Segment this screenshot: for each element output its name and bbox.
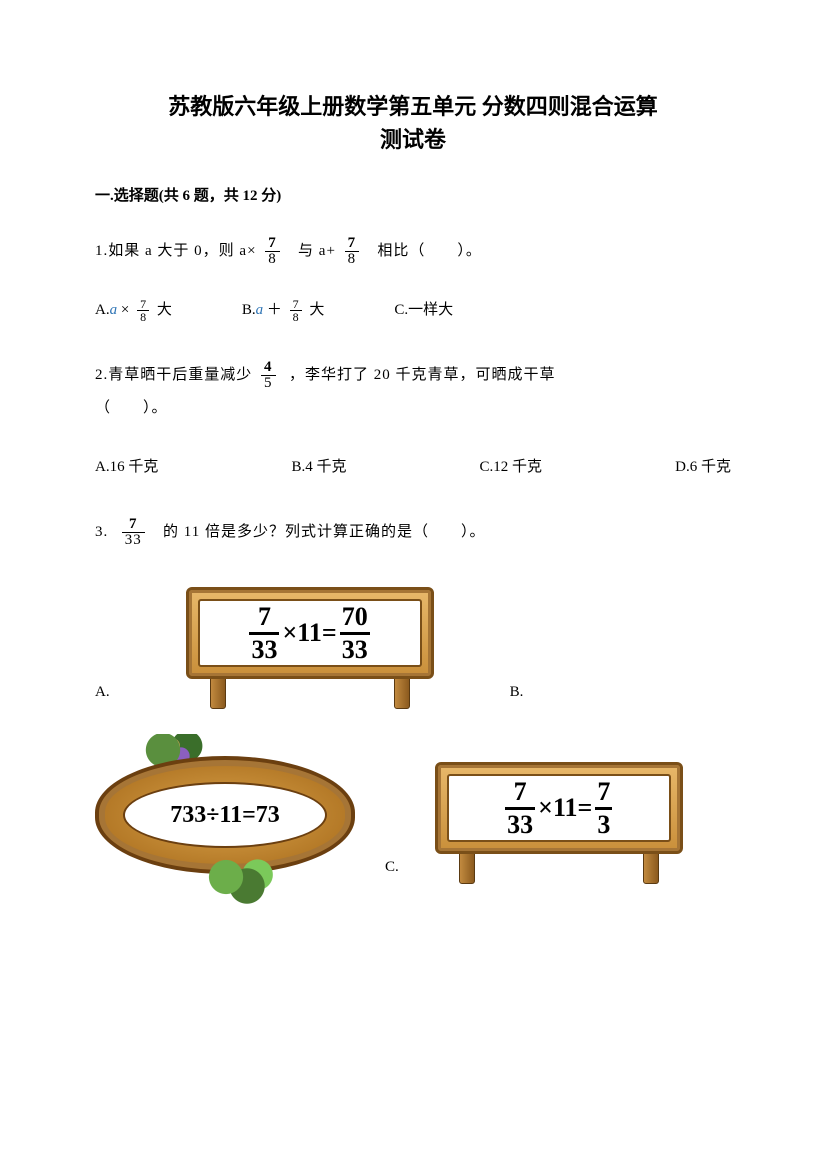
q3-option-b-expr: 733 ÷11= 73 xyxy=(123,782,327,848)
q2-option-a[interactable]: A.16 千克 xyxy=(95,455,158,476)
q1-option-b[interactable]: B.a ＋ 7 8 大 xyxy=(242,298,325,323)
leaves-icon xyxy=(205,859,275,904)
fraction-4-5: 4 5 xyxy=(261,360,276,391)
q3-option-a-sign[interactable]: 733 ×11= 7033 xyxy=(180,579,440,709)
q1-text-mid: 与 a+ xyxy=(298,243,336,259)
q3-label-c: C. xyxy=(385,859,399,904)
q1-text-pre: 1.如果 a 大于 0，则 a× xyxy=(95,243,257,259)
q2-option-c[interactable]: C.12 千克 xyxy=(480,455,543,476)
q1-text-tail: 相比（ ）。 xyxy=(377,243,482,259)
q3-row-1: A. 733 ×11= 7033 B. xyxy=(95,579,731,709)
page-root: 苏教版六年级上册数学第五单元 分数四则混合运算 测试卷 一.选择题(共 6 题，… xyxy=(0,0,826,969)
q3-pre: 3. xyxy=(95,524,108,540)
q2-mid: ，李华打了 20 千克青草，可晒成干草 xyxy=(289,367,556,383)
q3-option-c-sign[interactable]: 733 ×11= 73 xyxy=(429,754,689,884)
q1-option-a[interactable]: A.a × 7 8 大 xyxy=(95,298,172,323)
q1-option-c[interactable]: C.一样大 xyxy=(394,298,453,323)
q3-mid: 的 11 倍是多少？列式计算正确的是（ ）。 xyxy=(163,524,485,540)
q3-label-a: A. xyxy=(95,684,110,709)
q3-option-c-expr: 733 ×11= 73 xyxy=(447,774,671,842)
q2-option-b[interactable]: B.4 千克 xyxy=(291,455,346,476)
fraction-7-8: 7 8 xyxy=(265,236,280,267)
question-2: 2.青草晒干后重量减少 4 5 ，李华打了 20 千克青草，可晒成干草 （ ）。 xyxy=(95,359,731,425)
q1-options: A.a × 7 8 大 B.a ＋ 7 8 大 C.一样大 xyxy=(95,298,731,323)
q3-option-b-sign[interactable]: 733 ÷11= 73 xyxy=(95,734,355,904)
title-line2: 测试卷 xyxy=(380,127,446,152)
fraction-7-33: 7 33 xyxy=(122,517,145,548)
title-line1: 苏教版六年级上册数学第五单元 分数四则混合运算 xyxy=(168,94,658,119)
fraction-7-8-sm: 7 8 xyxy=(137,298,149,323)
q2-options: A.16 千克 B.4 千克 C.12 千克 D.6 千克 xyxy=(95,455,731,476)
q3-label-b: B. xyxy=(510,684,524,709)
fraction-7-8-b: 7 8 xyxy=(345,236,360,267)
question-1: 1.如果 a 大于 0，则 a× 7 8 与 a+ 7 8 相比（ ）。 xyxy=(95,235,731,268)
fraction-7-8-sm2: 7 8 xyxy=(290,298,302,323)
page-title: 苏教版六年级上册数学第五单元 分数四则混合运算 测试卷 xyxy=(95,90,731,156)
question-3: 3. 7 33 的 11 倍是多少？列式计算正确的是（ ）。 xyxy=(95,516,731,549)
q2-pre: 2.青草晒干后重量减少 xyxy=(95,367,252,383)
q3-row-2: 733 ÷11= 73 C. 733 ×11= 73 xyxy=(95,734,731,904)
q2-option-d[interactable]: D.6 千克 xyxy=(675,455,731,476)
q3-option-a-expr: 733 ×11= 7033 xyxy=(198,599,422,667)
section-header-1: 一.选择题(共 6 题，共 12 分) xyxy=(95,184,731,205)
q2-tail: （ ）。 xyxy=(95,400,168,416)
